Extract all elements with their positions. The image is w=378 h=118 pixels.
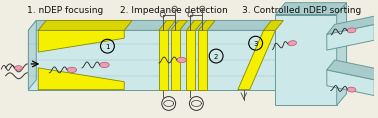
Ellipse shape (14, 66, 22, 70)
Text: 2: 2 (214, 54, 218, 60)
Polygon shape (198, 30, 207, 90)
Polygon shape (238, 30, 276, 90)
Polygon shape (276, 15, 337, 105)
Text: 3: 3 (253, 41, 258, 47)
Polygon shape (186, 20, 203, 30)
Ellipse shape (177, 57, 186, 63)
Ellipse shape (100, 62, 109, 68)
Polygon shape (186, 30, 195, 90)
Polygon shape (38, 68, 124, 90)
Polygon shape (263, 20, 284, 30)
Polygon shape (28, 20, 36, 90)
Text: 1: 1 (105, 44, 110, 50)
Polygon shape (159, 30, 168, 90)
Polygon shape (327, 70, 374, 96)
Polygon shape (337, 3, 347, 105)
Text: 1. nDEP focusing: 1. nDEP focusing (27, 6, 103, 15)
Polygon shape (171, 30, 180, 90)
Polygon shape (327, 24, 374, 50)
Ellipse shape (347, 87, 356, 92)
Ellipse shape (347, 28, 356, 33)
Polygon shape (159, 20, 176, 30)
Polygon shape (38, 30, 124, 52)
Ellipse shape (67, 67, 77, 73)
Polygon shape (28, 20, 284, 30)
Polygon shape (276, 3, 347, 15)
Text: 2. Impedance detection: 2. Impedance detection (120, 6, 228, 15)
Polygon shape (38, 20, 132, 30)
Polygon shape (28, 30, 276, 90)
Ellipse shape (288, 41, 296, 46)
Polygon shape (327, 60, 378, 80)
Polygon shape (171, 20, 187, 30)
Text: 3. Controlled nDEP sorting: 3. Controlled nDEP sorting (243, 6, 362, 15)
Polygon shape (198, 20, 215, 30)
Polygon shape (327, 15, 378, 34)
